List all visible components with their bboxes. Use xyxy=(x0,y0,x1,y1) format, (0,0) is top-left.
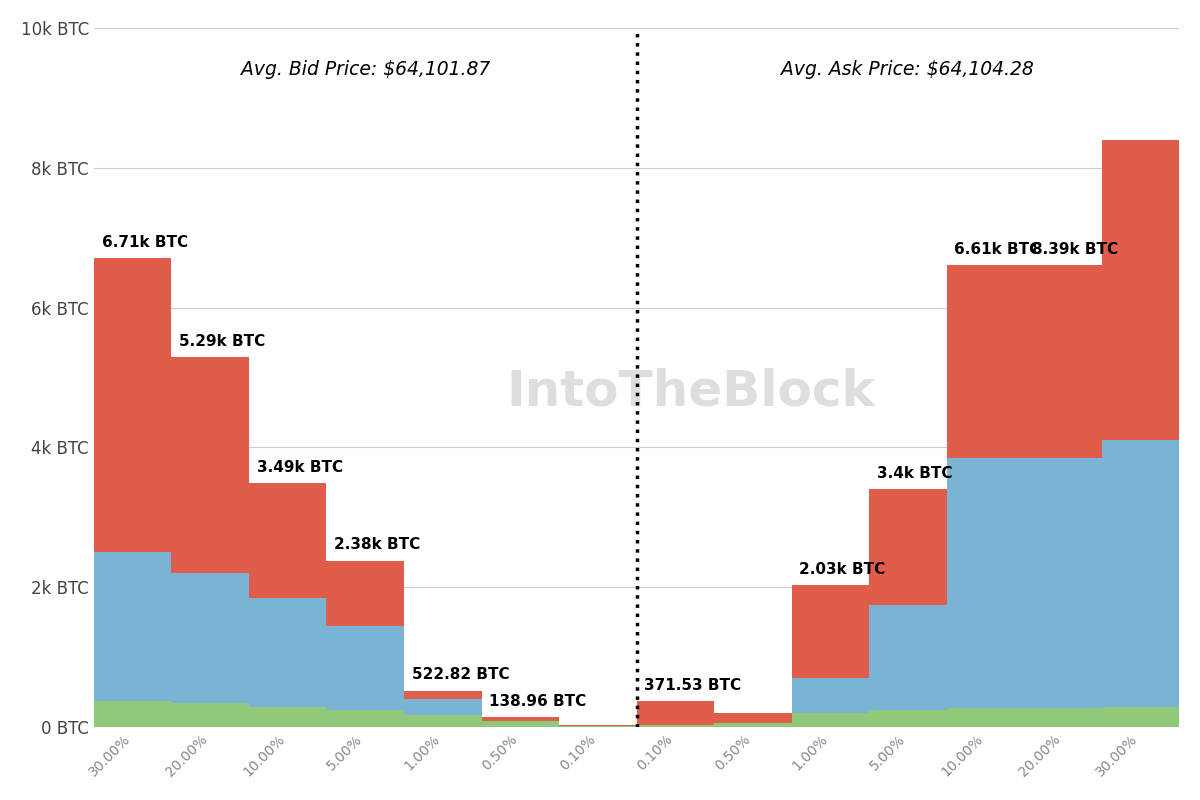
Bar xyxy=(248,483,326,598)
Bar xyxy=(326,561,404,626)
Bar xyxy=(94,258,172,552)
Bar xyxy=(869,605,947,710)
Bar xyxy=(714,714,792,723)
Bar xyxy=(326,626,404,710)
Text: 138.96 BTC: 138.96 BTC xyxy=(490,694,587,709)
Bar xyxy=(94,702,172,727)
Text: IntoTheBlock: IntoTheBlock xyxy=(506,367,875,415)
Bar xyxy=(792,678,869,714)
Text: 6.71k BTC: 6.71k BTC xyxy=(102,234,188,250)
Bar xyxy=(636,702,714,725)
Bar xyxy=(559,726,636,727)
Text: 371.53 BTC: 371.53 BTC xyxy=(644,678,742,693)
Bar xyxy=(1102,706,1180,727)
Bar xyxy=(869,710,947,727)
Bar xyxy=(1102,441,1180,706)
Text: 8.39k BTC: 8.39k BTC xyxy=(1032,242,1118,257)
Bar xyxy=(404,699,481,715)
Bar xyxy=(1024,265,1102,458)
Bar xyxy=(326,710,404,727)
Text: Avg. Ask Price: $64,104.28: Avg. Ask Price: $64,104.28 xyxy=(781,60,1034,79)
Text: 2.03k BTC: 2.03k BTC xyxy=(799,562,886,577)
Text: Avg. Bid Price: $64,101.87: Avg. Bid Price: $64,101.87 xyxy=(241,60,490,79)
Bar xyxy=(792,586,869,678)
Bar xyxy=(248,598,326,707)
Bar xyxy=(869,490,947,605)
Bar xyxy=(792,714,869,727)
Bar xyxy=(1024,458,1102,708)
Text: 3.49k BTC: 3.49k BTC xyxy=(257,460,343,474)
Bar xyxy=(172,703,248,727)
Bar xyxy=(636,721,714,727)
Text: 2.38k BTC: 2.38k BTC xyxy=(335,538,420,552)
Bar xyxy=(404,690,481,699)
Bar xyxy=(481,718,559,721)
Bar xyxy=(172,574,248,703)
Text: 6.61k BTC: 6.61k BTC xyxy=(954,242,1040,257)
Bar xyxy=(248,707,326,727)
Bar xyxy=(172,358,248,574)
Bar xyxy=(947,708,1024,727)
Text: 522.82 BTC: 522.82 BTC xyxy=(412,667,509,682)
Text: 3.4k BTC: 3.4k BTC xyxy=(877,466,953,481)
Text: 5.29k BTC: 5.29k BTC xyxy=(179,334,265,349)
Bar xyxy=(947,265,1024,458)
Bar xyxy=(1024,708,1102,727)
Bar xyxy=(1102,141,1180,441)
Bar xyxy=(404,715,481,727)
Bar xyxy=(947,458,1024,708)
Bar xyxy=(714,718,792,727)
Bar xyxy=(94,552,172,702)
Bar xyxy=(481,721,559,727)
